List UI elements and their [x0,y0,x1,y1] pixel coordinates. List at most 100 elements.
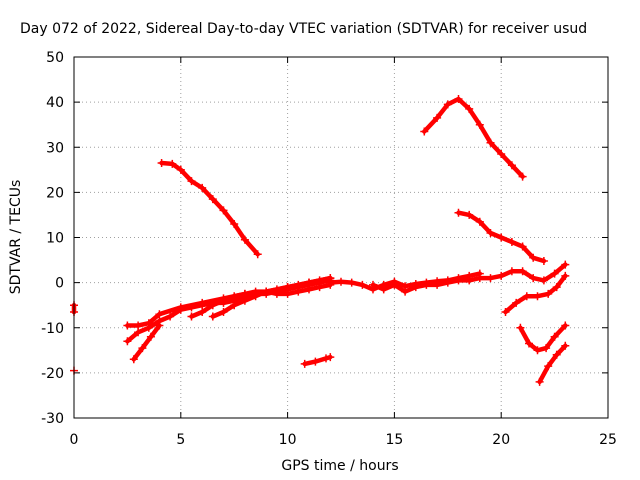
data-point [208,301,217,310]
y-tick-label: -20 [41,366,64,382]
data-point [253,250,262,259]
y-tick-label: 20 [46,185,64,201]
data-point [240,296,249,305]
y-tick-label: -10 [41,321,64,337]
series-line [131,323,162,362]
axis-ticks: 0 5 10 15 20 25 -30 -20 -10 0 10 20 30 40 50 [41,50,617,448]
data-point [486,138,495,147]
y-tick-label: 40 [46,95,64,111]
data-point [475,274,484,283]
x-tick-label: 0 [70,432,79,448]
y-tick-label: -30 [41,411,64,427]
data-point [561,321,570,330]
data-point [138,344,147,353]
data-point [550,269,559,278]
series-arc-9 [208,274,335,321]
data-point [155,321,164,330]
data-point [198,308,207,316]
data-point [512,298,521,307]
data-point [516,323,525,332]
data-point [187,312,196,321]
data-point [497,271,506,280]
data-point [129,355,138,364]
data-point [552,283,561,292]
data-point [369,280,377,289]
data-point [433,113,442,122]
data-point [240,289,249,298]
data-point [542,344,551,353]
data-point [326,353,335,362]
x-tick-label: 15 [385,432,403,448]
data-point [390,280,399,289]
data-point [465,210,474,219]
data-point [166,312,175,321]
data-point [123,321,132,330]
data-point [433,280,442,289]
data-point [262,287,271,296]
data-point [251,292,260,301]
data-point [465,104,474,113]
data-point [230,292,239,301]
data-point [529,274,538,283]
data-point [552,350,561,359]
series-line [537,343,568,385]
data-point [411,283,420,292]
data-point [501,308,510,316]
series-arc-4 [300,353,335,368]
data-point [539,276,548,285]
series-arc-2 [420,95,527,181]
data-point [507,238,516,246]
data-point [454,276,463,285]
data-point [219,206,228,215]
data-point [358,280,367,289]
data-point [219,308,228,316]
x-tick-label: 5 [176,432,185,448]
data-point [518,267,527,276]
data-point [123,337,132,346]
data-point [507,161,516,170]
data-point [522,292,531,301]
data-point [283,283,292,292]
data-point [134,328,143,337]
data-point [497,233,506,242]
chart-title: Day 072 of 2022, Sidereal Day-to-day VTE… [20,21,587,37]
data-point [219,296,228,305]
data-point [144,323,153,332]
data-point [187,177,196,186]
series-arc-1 [157,159,262,259]
data-point [420,127,429,136]
y-tick-label: 50 [46,50,64,66]
data-series [70,95,570,386]
data-point [294,287,303,296]
series-arc-14 [535,341,570,386]
data-point [475,217,484,226]
data-point [518,172,527,181]
data-point [315,283,324,292]
series-arc-12 [501,271,570,316]
data-point [561,260,570,269]
data-point [305,285,313,294]
data-point [326,278,335,287]
data-point [157,159,166,167]
data-point [529,253,538,262]
series-line [159,160,260,257]
y-tick-label: 10 [46,231,64,247]
data-point [518,242,527,251]
data-point [443,100,452,109]
data-point [465,276,474,285]
x-tick-label: 20 [492,432,510,448]
data-point [422,280,431,289]
data-point [475,120,484,129]
x-tick-label: 10 [279,432,297,448]
data-point [146,332,155,341]
data-point [544,289,553,298]
x-axis-label: GPS time / hours [281,458,398,474]
data-point [401,287,410,296]
data-point [230,301,239,310]
data-point [155,310,164,319]
series-line [518,323,568,353]
data-point [443,278,452,287]
data-point [454,95,463,103]
data-point [454,208,463,217]
